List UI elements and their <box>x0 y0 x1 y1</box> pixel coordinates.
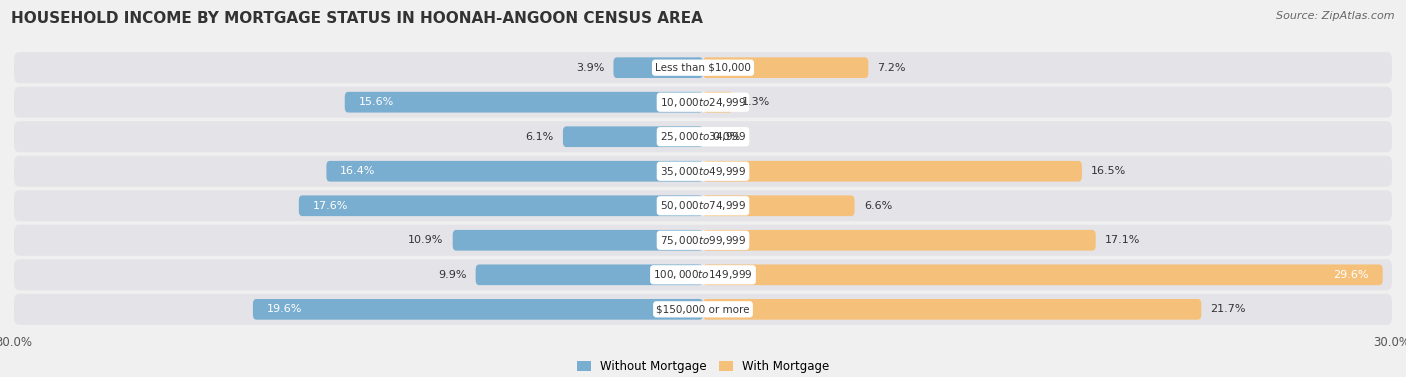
Text: 3.9%: 3.9% <box>576 63 605 73</box>
Text: $150,000 or more: $150,000 or more <box>657 304 749 314</box>
FancyBboxPatch shape <box>14 87 1392 118</box>
FancyBboxPatch shape <box>14 225 1392 256</box>
FancyBboxPatch shape <box>326 161 703 182</box>
FancyBboxPatch shape <box>14 190 1392 221</box>
FancyBboxPatch shape <box>453 230 703 251</box>
FancyBboxPatch shape <box>703 299 1201 320</box>
Text: 6.6%: 6.6% <box>863 201 891 211</box>
Text: 16.4%: 16.4% <box>340 166 375 176</box>
FancyBboxPatch shape <box>703 57 869 78</box>
Text: $75,000 to $99,999: $75,000 to $99,999 <box>659 234 747 247</box>
Text: HOUSEHOLD INCOME BY MORTGAGE STATUS IN HOONAH-ANGOON CENSUS AREA: HOUSEHOLD INCOME BY MORTGAGE STATUS IN H… <box>11 11 703 26</box>
FancyBboxPatch shape <box>344 92 703 113</box>
Text: 21.7%: 21.7% <box>1211 304 1246 314</box>
Text: 19.6%: 19.6% <box>267 304 302 314</box>
Text: 17.1%: 17.1% <box>1105 235 1140 245</box>
Legend: Without Mortgage, With Mortgage: Without Mortgage, With Mortgage <box>572 355 834 377</box>
Text: 9.9%: 9.9% <box>437 270 467 280</box>
FancyBboxPatch shape <box>703 92 733 113</box>
FancyBboxPatch shape <box>14 52 1392 83</box>
FancyBboxPatch shape <box>14 156 1392 187</box>
Text: 15.6%: 15.6% <box>359 97 394 107</box>
Text: 17.6%: 17.6% <box>312 201 347 211</box>
Text: Less than $10,000: Less than $10,000 <box>655 63 751 73</box>
FancyBboxPatch shape <box>703 230 1095 251</box>
Text: 1.3%: 1.3% <box>742 97 770 107</box>
Text: $35,000 to $49,999: $35,000 to $49,999 <box>659 165 747 178</box>
Text: Source: ZipAtlas.com: Source: ZipAtlas.com <box>1277 11 1395 21</box>
Text: 7.2%: 7.2% <box>877 63 905 73</box>
Text: 6.1%: 6.1% <box>526 132 554 142</box>
FancyBboxPatch shape <box>703 195 855 216</box>
Text: $10,000 to $24,999: $10,000 to $24,999 <box>659 96 747 109</box>
FancyBboxPatch shape <box>562 126 703 147</box>
Text: 29.6%: 29.6% <box>1333 270 1369 280</box>
FancyBboxPatch shape <box>14 121 1392 152</box>
Text: 16.5%: 16.5% <box>1091 166 1126 176</box>
Text: $100,000 to $149,999: $100,000 to $149,999 <box>654 268 752 281</box>
FancyBboxPatch shape <box>613 57 703 78</box>
FancyBboxPatch shape <box>14 259 1392 290</box>
Text: 0.0%: 0.0% <box>713 132 741 142</box>
FancyBboxPatch shape <box>475 264 703 285</box>
Text: 10.9%: 10.9% <box>408 235 443 245</box>
FancyBboxPatch shape <box>703 161 1083 182</box>
FancyBboxPatch shape <box>253 299 703 320</box>
FancyBboxPatch shape <box>703 264 1382 285</box>
Text: $50,000 to $74,999: $50,000 to $74,999 <box>659 199 747 212</box>
FancyBboxPatch shape <box>299 195 703 216</box>
FancyBboxPatch shape <box>14 294 1392 325</box>
Text: $25,000 to $34,999: $25,000 to $34,999 <box>659 130 747 143</box>
